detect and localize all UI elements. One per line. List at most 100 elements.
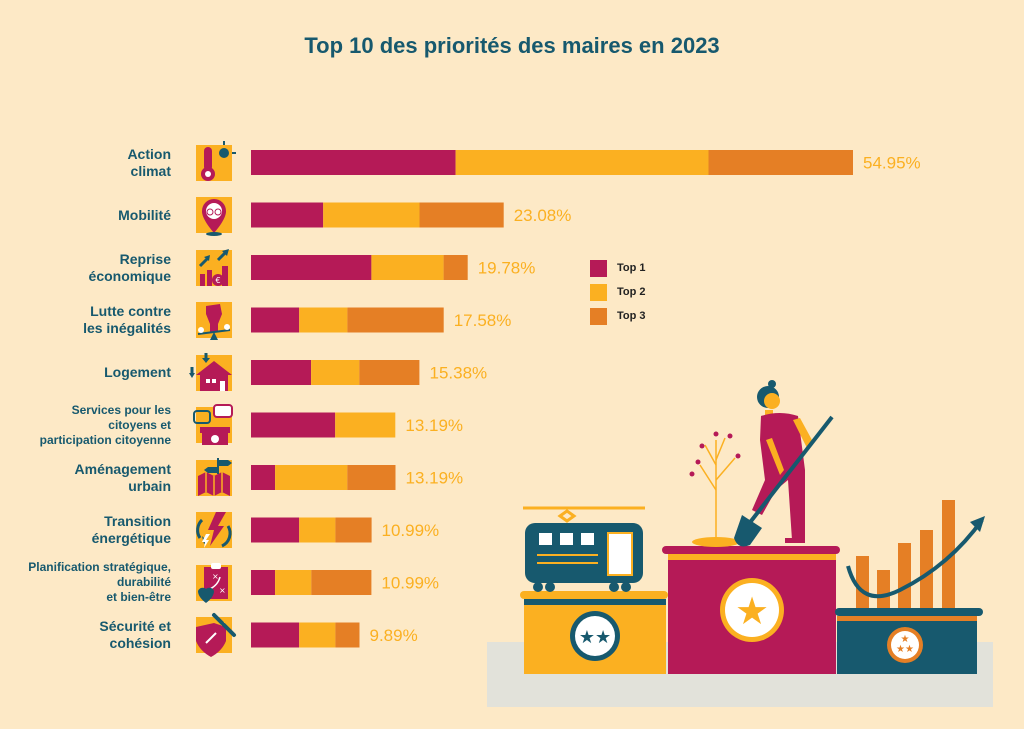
raised-fist-balance-icon <box>192 298 236 342</box>
bar-segment-top3-row-3 <box>443 255 468 280</box>
bar-segment-top2-row-6 <box>335 412 396 438</box>
value-label: 23.08% <box>514 206 572 225</box>
bar-segment-top1-row-9 <box>251 570 276 595</box>
legend: Top 1 Top 2 Top 3 <box>590 256 646 328</box>
shovel-handle <box>746 415 834 527</box>
bar-segment-top2-row-5 <box>311 360 360 385</box>
podium-second-place: ★★ <box>520 591 668 674</box>
sapling-icon <box>699 437 736 540</box>
shield-chain-link-icon <box>192 613 236 657</box>
category-label: Action climat <box>0 146 171 180</box>
bike-location-pin-icon <box>192 193 236 237</box>
value-label: 54.95% <box>863 154 921 173</box>
podium-third-place: ★★ ★ <box>835 608 983 674</box>
star-icon: ★ <box>735 589 769 633</box>
category-label: Aménagement urbain <box>0 461 171 495</box>
energy-lightning-cycle-icon <box>192 508 236 552</box>
category-label-line: les inégalités <box>83 320 171 336</box>
category-label-line: et bien-être <box>106 590 171 604</box>
category-label: Planification stratégique, durabilité et b… <box>0 560 171 605</box>
bar-segment-top2-row-10 <box>299 622 336 648</box>
category-label-line: Transition <box>104 513 171 529</box>
category-label: Services pour les citoyens et participatio… <box>0 403 171 448</box>
bar-segment-top1-row-7 <box>251 465 276 490</box>
three-stars-icon: ★★ <box>896 644 914 655</box>
bar-segment-top1-row-3 <box>251 255 372 280</box>
category-label-line: citoyens et <box>108 417 171 432</box>
bar-segment-top2-row-4 <box>299 307 348 333</box>
category-label: Transition énergétique <box>0 513 171 547</box>
legend-swatch-top3 <box>590 307 607 325</box>
value-label: 10.99% <box>381 574 439 593</box>
legend-label: Top 2 <box>617 286 646 298</box>
category-label-line: Aménagement <box>74 460 171 477</box>
svg-text:×: × <box>212 572 219 581</box>
house-icon <box>189 351 236 395</box>
growth-bars <box>856 500 955 608</box>
category-label-line: cohésion <box>109 635 171 651</box>
bar-segment-top3-row-7 <box>347 465 396 490</box>
category-label-line: Sécurité et <box>99 618 171 634</box>
category-label-line: urbain <box>128 477 171 494</box>
value-label: 19.78% <box>478 259 536 278</box>
value-label: 10.99% <box>382 521 440 540</box>
category-label-line: Reprise <box>119 250 171 267</box>
svg-text:€: € <box>215 276 220 285</box>
podium-first-place: ★ <box>662 546 840 674</box>
bar-segment-top3-row-5 <box>359 360 420 385</box>
bar-segment-top1-row-8 <box>251 517 300 543</box>
category-label-line: Services pour les <box>71 402 171 417</box>
bar-segment-top1-row-5 <box>251 360 312 385</box>
category-label-line: climat <box>130 162 171 179</box>
trend-arrow <box>846 518 984 599</box>
category-label: Logement <box>0 364 171 381</box>
value-label: 13.19% <box>405 416 463 435</box>
bar-segment-top1-row-6 <box>251 412 336 438</box>
podium-illustration: ★★ ★ ★★ ★ <box>487 380 993 707</box>
bar-segment-top3-row-4 <box>347 307 444 333</box>
speech-bubbles-info-desk-icon <box>192 403 236 447</box>
arrow-head-icon <box>970 516 985 532</box>
bar-segment-top2-row-9 <box>275 570 312 595</box>
thermometer-sun-icon <box>192 140 236 185</box>
growth-chart-euro-icon: € <box>192 246 236 290</box>
leaves <box>689 431 741 477</box>
woman-planting-figure <box>752 380 812 543</box>
clipboard-strategy-heart-icon: × × <box>192 561 236 605</box>
value-label: 17.58% <box>454 311 512 330</box>
value-label: 15.38% <box>430 364 488 383</box>
bar-segment-top1-row-2 <box>251 202 324 228</box>
category-label-line: participation citoyenne <box>39 432 171 447</box>
two-stars-icon: ★★ <box>579 627 611 648</box>
bar-segment-top3-row-10 <box>335 622 360 648</box>
value-label: 9.89% <box>370 626 418 645</box>
bar-segment-top2-row-1 <box>455 150 709 175</box>
category-label: Reprise économique <box>0 251 171 285</box>
legend-item-top1: Top 1 <box>590 256 646 280</box>
bar-segment-top3-row-2 <box>419 202 504 228</box>
bar-segment-top2-row-8 <box>299 517 336 543</box>
category-label-line: Mobilité <box>118 206 171 223</box>
bar-segment-top3-row-1 <box>708 150 853 175</box>
category-label: Sécurité et cohésion <box>0 618 171 652</box>
category-label-line: économique <box>88 267 171 284</box>
svg-text:×: × <box>219 586 226 595</box>
category-label: Mobilité <box>0 207 171 224</box>
bar-segment-top1-row-4 <box>251 307 300 333</box>
map-signpost-icon <box>192 456 236 500</box>
category-label-line: Lutte contre <box>90 303 171 319</box>
legend-label: Top 3 <box>617 310 646 322</box>
category-label-line: énergétique <box>91 530 171 546</box>
legend-swatch-top2 <box>590 283 607 301</box>
bar-segment-top2-row-3 <box>371 255 444 280</box>
bar-segment-top1-row-10 <box>251 622 300 648</box>
legend-item-top2: Top 2 <box>590 280 646 304</box>
soil-mound <box>692 537 740 547</box>
category-label: Lutte contre les inégalités <box>0 303 171 337</box>
shovel-blade-icon <box>734 515 762 547</box>
legend-item-top3: Top 3 <box>590 304 646 328</box>
svg-text:★: ★ <box>901 634 910 645</box>
category-label-line: durabilité <box>116 575 171 589</box>
bar-segment-top1-row-1 <box>251 150 456 175</box>
